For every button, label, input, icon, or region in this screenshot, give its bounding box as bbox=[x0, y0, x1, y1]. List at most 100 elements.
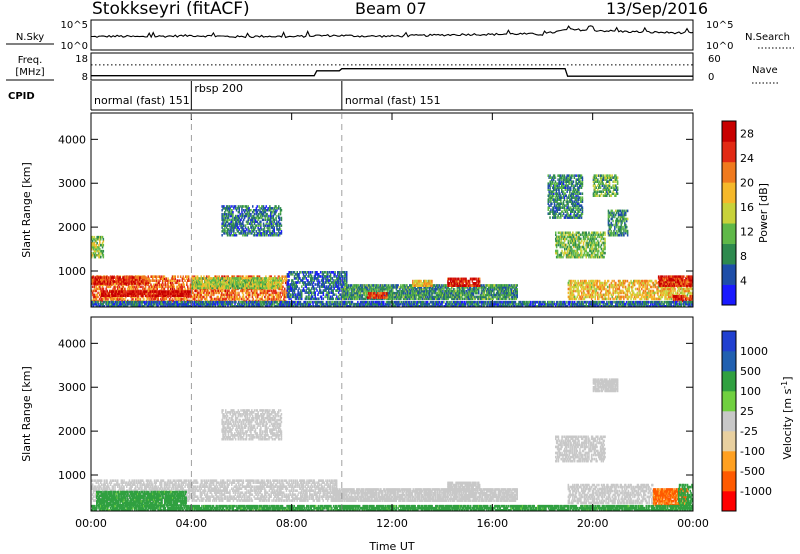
heatmap-cell bbox=[401, 286, 404, 289]
heatmap-cell bbox=[233, 226, 235, 229]
heatmap-cell bbox=[107, 297, 109, 301]
heatmap-cell bbox=[106, 278, 108, 281]
heatmap-cell bbox=[203, 275, 205, 278]
heatmap-cell bbox=[234, 207, 237, 210]
heatmap-cell bbox=[253, 286, 256, 290]
heatmap-cell bbox=[513, 295, 516, 299]
heatmap-cell bbox=[222, 293, 224, 297]
heatmap-cell bbox=[129, 294, 132, 297]
heatmap-cell bbox=[470, 289, 473, 293]
heatmap-cell bbox=[501, 289, 503, 293]
heatmap-cell bbox=[325, 279, 327, 282]
heatmap-cell bbox=[95, 278, 97, 281]
heatmap-cell bbox=[237, 205, 240, 208]
heatmap-cell bbox=[419, 293, 422, 297]
heatmap-cell bbox=[205, 297, 208, 301]
heatmap-cell bbox=[210, 281, 212, 284]
heatmap-cell bbox=[161, 294, 164, 297]
heatmap-cell bbox=[296, 271, 298, 274]
heatmap-cell bbox=[464, 295, 467, 299]
heatmap-cell bbox=[266, 279, 268, 282]
heatmap-cell bbox=[239, 297, 241, 301]
heatmap-cell bbox=[284, 289, 286, 293]
heatmap-cell bbox=[171, 287, 174, 291]
heatmap-cell bbox=[296, 275, 298, 278]
heatmap-cell bbox=[194, 281, 196, 284]
heatmap-cell bbox=[332, 293, 334, 296]
heatmap-cell bbox=[507, 291, 510, 295]
heatmap-cell bbox=[337, 295, 340, 299]
heatmap-cell bbox=[417, 286, 419, 289]
heatmap-cell bbox=[363, 288, 365, 291]
heatmap-cell bbox=[210, 297, 212, 301]
heatmap-cell bbox=[377, 293, 380, 297]
heatmap-cell bbox=[437, 293, 440, 297]
heatmap-cell bbox=[150, 283, 152, 287]
heatmap-cell bbox=[224, 289, 227, 293]
heatmap-cell bbox=[366, 293, 368, 297]
heatmap-cell bbox=[221, 218, 223, 222]
heatmap-cell bbox=[229, 222, 231, 225]
heatmap-cell bbox=[455, 293, 458, 297]
heatmap-cell bbox=[479, 295, 482, 299]
heatmap-cell bbox=[458, 291, 460, 295]
heatmap-cell bbox=[99, 282, 101, 285]
heatmap-cell bbox=[477, 288, 479, 291]
heatmap-cell bbox=[460, 279, 463, 283]
heatmap-cell bbox=[423, 295, 425, 299]
heatmap-cell bbox=[230, 228, 232, 231]
heatmap-cell bbox=[444, 291, 447, 295]
heatmap-cell bbox=[152, 285, 155, 289]
heatmap-cell bbox=[336, 295, 338, 299]
heatmap-cell bbox=[498, 295, 501, 299]
heatmap-cell bbox=[214, 297, 216, 301]
heatmap-cell bbox=[127, 294, 129, 297]
heatmap-cell bbox=[169, 292, 172, 295]
heatmap-cell bbox=[103, 280, 105, 283]
heatmap-cell bbox=[474, 284, 476, 287]
heatmap-cell bbox=[228, 282, 231, 286]
heatmap-cell bbox=[410, 286, 413, 289]
heatmap-cell bbox=[426, 291, 428, 295]
heatmap-cell bbox=[204, 289, 206, 293]
heatmap-cell bbox=[120, 278, 122, 281]
heatmap-cell bbox=[281, 275, 283, 278]
heatmap-cell bbox=[296, 285, 298, 288]
heatmap-cell bbox=[194, 295, 196, 299]
heatmap-cell bbox=[372, 289, 374, 293]
heatmap-cell bbox=[92, 297, 95, 301]
heatmap-cell bbox=[266, 214, 268, 218]
heatmap-cell bbox=[499, 288, 501, 291]
heatmap-cell bbox=[434, 295, 436, 299]
heatmap-cell bbox=[228, 209, 231, 212]
heatmap-cell bbox=[236, 282, 239, 286]
heatmap-cell bbox=[179, 294, 182, 297]
heatmap-cell bbox=[144, 292, 147, 295]
heatmap-cell bbox=[223, 293, 226, 297]
heatmap-cell bbox=[221, 209, 223, 212]
heatmap-cell bbox=[123, 276, 125, 279]
heatmap-cell bbox=[381, 296, 383, 299]
heatmap-cell bbox=[431, 288, 433, 291]
heatmap-cell bbox=[239, 218, 241, 222]
heatmap-cell bbox=[260, 289, 263, 293]
heatmap-cell bbox=[112, 294, 115, 297]
heatmap-cell bbox=[199, 291, 202, 295]
heatmap-cell bbox=[507, 288, 510, 291]
heatmap-cell bbox=[243, 209, 245, 212]
heatmap-cell bbox=[193, 293, 195, 297]
heatmap-cell bbox=[335, 297, 337, 301]
heatmap-cell bbox=[418, 293, 420, 297]
heatmap-cell bbox=[248, 228, 250, 231]
heatmap-cell bbox=[159, 277, 161, 280]
heatmap-cell bbox=[386, 292, 388, 295]
heatmap-cell bbox=[266, 212, 268, 216]
heatmap-cell bbox=[239, 212, 241, 216]
heatmap-cell bbox=[362, 288, 364, 291]
heatmap-cell bbox=[387, 291, 389, 295]
heatmap-cell bbox=[234, 234, 236, 237]
heatmap-cell bbox=[241, 291, 244, 295]
heatmap-cell bbox=[230, 218, 232, 222]
heatmap-cell bbox=[108, 294, 110, 297]
heatmap-cell bbox=[221, 295, 223, 299]
